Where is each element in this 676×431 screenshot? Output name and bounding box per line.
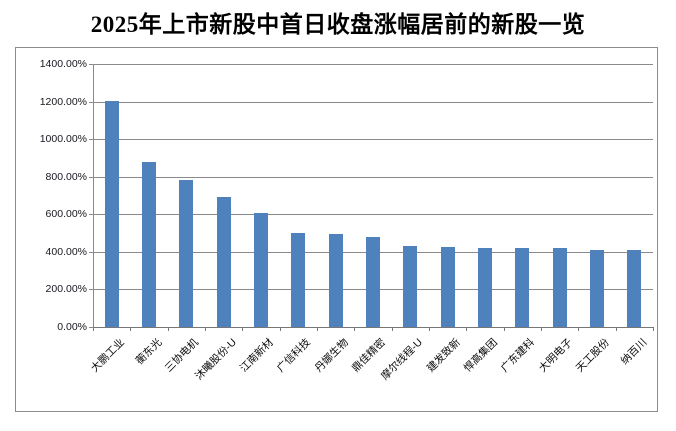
- plot-area: 0.00% 200.00% 400.00% 600.00% 800.00% 1000.00…: [16, 48, 657, 411]
- x-axis-tick: [616, 327, 617, 331]
- x-axis-tick: [429, 327, 430, 331]
- bar-建发致新: [441, 247, 455, 327]
- x-axis-tick: [541, 327, 542, 331]
- x-axis-tick: [578, 327, 579, 331]
- bar-大鹏工业: [105, 101, 119, 327]
- x-axis-tick: [392, 327, 393, 331]
- x-axis-tick: [205, 327, 206, 331]
- y-axis-tick-label: 800.00%: [45, 171, 87, 183]
- bar-三协电机: [179, 180, 193, 327]
- y-axis-tick-label: 400.00%: [45, 246, 87, 258]
- grid-line: [93, 139, 653, 140]
- x-category-label-text: 悍高集团: [461, 336, 500, 375]
- y-axis-tick: [89, 177, 93, 178]
- y-axis-tick-label: 1000.00%: [39, 133, 87, 145]
- bar-蘅东光: [142, 162, 156, 327]
- y-axis-tick-label: 1200.00%: [39, 96, 87, 108]
- x-category-label-text: 丹娜生物: [312, 336, 351, 375]
- x-axis-tick: [504, 327, 505, 331]
- grid-line: [93, 177, 653, 178]
- bar-鼎佳精密: [366, 237, 380, 327]
- x-axis-tick: [317, 327, 318, 331]
- bar-大明电子: [553, 248, 567, 327]
- x-axis-tick: [242, 327, 243, 331]
- bar-悍高集团: [478, 248, 492, 327]
- x-category-label-text: 纳百川: [618, 336, 649, 368]
- y-axis-tick: [89, 139, 93, 140]
- y-axis-tick: [89, 252, 93, 253]
- grid-line: [93, 214, 653, 215]
- bar-摩尔线程-U: [403, 246, 417, 327]
- y-axis-tick: [89, 214, 93, 215]
- bar-广信科技: [291, 233, 305, 327]
- y-axis-tick-label: 0.00%: [57, 321, 87, 333]
- x-category-label-text: 大鹏工业: [88, 336, 127, 375]
- y-axis-tick: [89, 102, 93, 103]
- grid-line: [93, 102, 653, 103]
- bar-广东建科: [515, 248, 529, 327]
- y-axis-tick-label: 600.00%: [45, 208, 87, 220]
- x-category-label-text: 广东建科: [498, 336, 537, 375]
- y-axis-tick-label: 200.00%: [45, 283, 87, 295]
- bar-江南新材: [254, 213, 268, 327]
- x-axis-tick: [280, 327, 281, 331]
- y-axis-tick-label: 1400.00%: [39, 58, 87, 70]
- bar-丹娜生物: [329, 234, 343, 327]
- x-category-label-text: 大明电子: [536, 336, 575, 375]
- x-category-label-text: 蘅东光: [133, 336, 164, 368]
- x-axis-tick: [354, 327, 355, 331]
- x-axis-tick: [130, 327, 131, 331]
- bar-纳百川: [627, 250, 641, 327]
- y-axis-tick: [89, 327, 93, 328]
- x-axis-line: [93, 327, 653, 328]
- x-axis-tick: [653, 327, 654, 331]
- x-category-label-text: 天工股份: [573, 336, 612, 375]
- x-axis-tick: [466, 327, 467, 331]
- x-axis-tick: [168, 327, 169, 331]
- y-axis-tick: [89, 289, 93, 290]
- y-axis-line: [93, 64, 94, 327]
- y-axis-tick: [89, 64, 93, 65]
- grid-line: [93, 64, 653, 65]
- x-axis-tick: [93, 327, 94, 331]
- x-category-label-text: 江南新材: [237, 336, 276, 375]
- chart-frame: 0.00% 200.00% 400.00% 600.00% 800.00% 1000.00…: [15, 47, 658, 412]
- bar-天工股份: [590, 250, 604, 327]
- bar-沐曦股份-U: [217, 197, 231, 327]
- x-category-label-text: 广信科技: [274, 336, 313, 375]
- chart-title: 2025年上市新股中首日收盘涨幅居前的新股一览: [90, 12, 586, 37]
- x-category-label-text: 建发致新: [424, 336, 463, 375]
